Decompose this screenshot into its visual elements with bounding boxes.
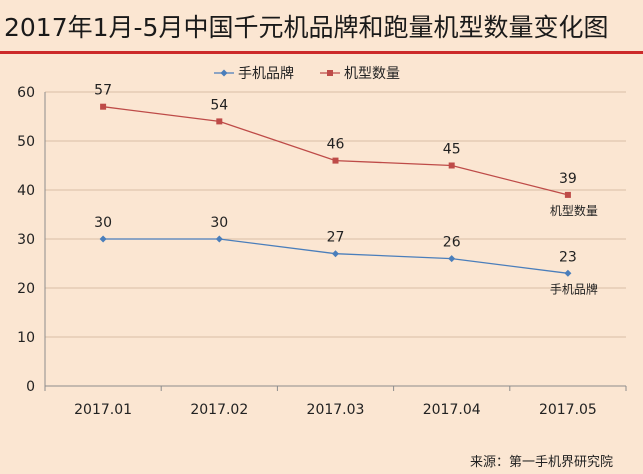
series-end-label: 手机品牌 xyxy=(550,282,598,296)
chart-title: 2017年1月-5月中国千元机品牌和跑量机型数量变化图 xyxy=(4,13,609,42)
data-label: 45 xyxy=(443,142,461,158)
data-point-marker xyxy=(448,255,456,263)
legend-swatch-marker xyxy=(327,70,333,76)
data-label: 26 xyxy=(443,235,461,251)
data-point-marker xyxy=(564,269,572,277)
data-point-marker xyxy=(216,118,223,125)
y-tick-label: 30 xyxy=(17,232,35,248)
x-tick-label: 2017.05 xyxy=(539,402,597,418)
x-tick-label: 2017.04 xyxy=(423,402,481,418)
data-point-marker xyxy=(332,157,339,164)
x-tick-label: 2017.03 xyxy=(307,402,365,418)
x-tick-label: 2017.02 xyxy=(190,402,248,418)
data-point-marker xyxy=(448,162,455,169)
data-label: 46 xyxy=(327,137,345,153)
data-point-marker xyxy=(215,235,223,243)
data-label: 23 xyxy=(559,249,577,265)
data-point-marker xyxy=(564,191,571,198)
y-tick-label: 10 xyxy=(17,330,35,346)
data-label: 39 xyxy=(559,171,577,187)
legend-label: 机型数量 xyxy=(344,66,400,82)
source-note: 来源：第一手机界研究院 xyxy=(469,455,613,470)
title-underline xyxy=(0,51,643,54)
series-end-label: 机型数量 xyxy=(550,203,598,218)
data-point-marker xyxy=(100,103,107,110)
data-point-marker xyxy=(99,235,107,243)
data-label: 27 xyxy=(327,230,345,246)
data-point-marker xyxy=(332,250,339,258)
y-tick-label: 20 xyxy=(17,281,35,297)
legend-label: 手机品牌 xyxy=(238,65,294,82)
y-tick-label: 0 xyxy=(26,379,35,395)
data-label: 30 xyxy=(210,215,228,231)
data-label: 57 xyxy=(94,83,112,99)
data-label: 30 xyxy=(94,215,112,231)
legend-swatch-marker xyxy=(220,69,228,77)
x-tick-label: 2017.01 xyxy=(74,402,132,418)
y-tick-label: 40 xyxy=(17,183,35,199)
y-tick-label: 60 xyxy=(17,85,35,101)
data-label: 54 xyxy=(210,97,228,113)
y-tick-label: 50 xyxy=(17,134,35,150)
